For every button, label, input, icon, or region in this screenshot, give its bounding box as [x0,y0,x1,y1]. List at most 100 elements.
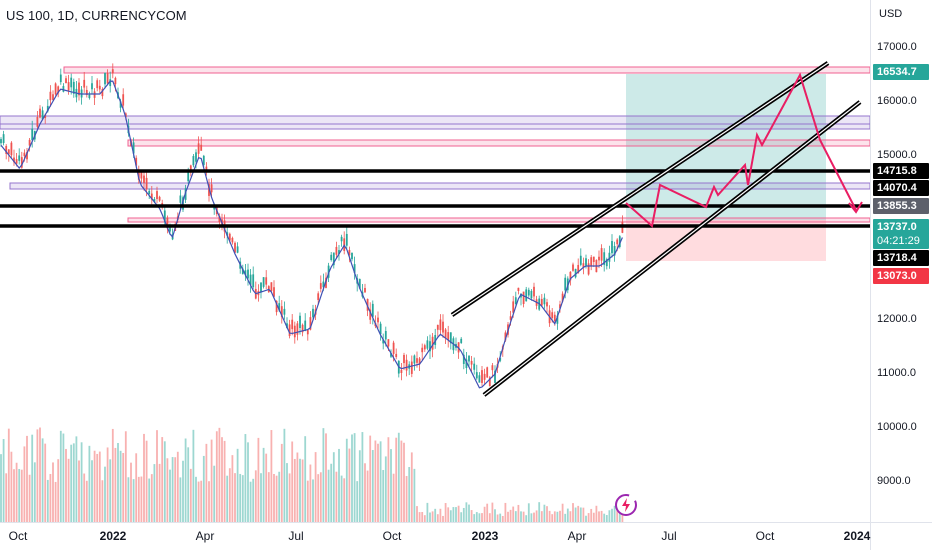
candle-body [65,78,67,84]
volume-bar [327,469,330,522]
candle-body [379,323,382,335]
flash-icon[interactable] [614,493,638,517]
volume-bar [62,433,65,522]
volume-bar [215,431,218,522]
candle-body [140,170,143,179]
candle-body [122,94,125,106]
countdown-tag: 04:21:29 [873,233,929,249]
volume-bar [143,433,145,522]
volume-bar [270,430,273,522]
price-scale[interactable]: USD 17000.0 16000.0 15000.0 12000.0 1100… [870,0,932,550]
volume-bar [569,511,572,522]
candle-body [332,252,335,266]
candle-body [494,370,496,383]
candle-body [156,191,158,200]
volume-bar [416,506,418,522]
volume-bar [600,510,603,522]
candle-body [54,83,57,95]
volume-bar [361,432,364,522]
volume-bar [377,443,379,522]
volume-bar [205,443,208,522]
volume-bar [93,450,96,522]
candle-body [530,290,533,299]
volume-bar [468,504,470,522]
volume-bar [7,428,10,522]
price-tag-level: 13855.3 [873,198,929,214]
volume-bar [603,513,606,522]
symbol-title[interactable]: US 100, 1D, CURRENCYCOM [6,8,187,23]
candle-body [449,332,452,344]
volume-bar [546,506,548,522]
chart-pane[interactable]: US 100, 1D, CURRENCYCOM [0,0,870,522]
candle-body [119,101,122,108]
candle-body [36,116,39,127]
time-axis[interactable]: Oct 2022 Apr Jul Oct 2023 Apr Jul Oct 20… [0,522,870,551]
volume-bar [130,462,132,522]
volume-bar [18,469,21,522]
candle-body [88,94,91,99]
volume-bar [579,507,582,522]
volume-bar [364,463,366,522]
volume-bar [384,456,387,522]
candle-body [18,155,21,161]
volume-bar [260,473,262,522]
volume-bar [481,513,483,522]
volume-bar [353,433,356,522]
volume-bar [80,442,83,522]
candle-body [72,81,75,94]
candle-body [410,361,413,374]
volume-bar [301,459,304,522]
candle-body [426,340,429,349]
axis-corner [870,522,932,551]
candle-body [62,86,65,92]
candle-body [444,329,447,339]
volume-bar [182,460,184,522]
price-label: 17000.0 [877,41,917,53]
volume-bar [434,508,437,522]
volume-bar [574,507,577,522]
candle-body [20,157,23,168]
candle-body [270,282,273,292]
candle-body [46,105,49,112]
candle-body [228,233,231,241]
volume-bar [241,475,244,522]
volume-bar [439,508,442,522]
volume-bar [33,462,36,522]
candle-body [293,325,296,338]
candle-body [252,274,255,288]
volume-bar [548,510,551,522]
candle-body [468,355,470,362]
price-chart[interactable] [0,0,870,522]
volume-bar [202,455,205,522]
volume-bar [293,458,296,522]
volume-bar [413,468,416,522]
candle-body [377,317,379,323]
volume-bar [457,505,460,522]
volume-bar [504,502,507,522]
price-label: 12000.0 [877,313,917,325]
volume-bar [400,440,403,522]
volume-bar [514,511,517,522]
volume-bar [234,473,236,522]
candle-body [91,83,93,90]
volume-bar [501,515,504,522]
volume-bar [312,479,314,522]
candle-body [241,268,244,275]
volume-bar [499,513,502,522]
volume-bar [291,441,294,522]
candle-body [613,246,616,256]
volume-bar [335,471,338,522]
candle-body [41,110,44,120]
candle-body [423,345,426,350]
candle-body [296,323,299,335]
price-label: 9000.0 [877,475,911,487]
candle-body [512,301,515,313]
candle-body [364,287,366,293]
volume-bar [176,451,179,522]
candle-body [483,373,486,380]
volume-bar [348,448,351,522]
candle-body [309,317,312,330]
candle-body [28,139,31,146]
volume-bar [39,427,41,522]
volume-bar [280,443,283,522]
